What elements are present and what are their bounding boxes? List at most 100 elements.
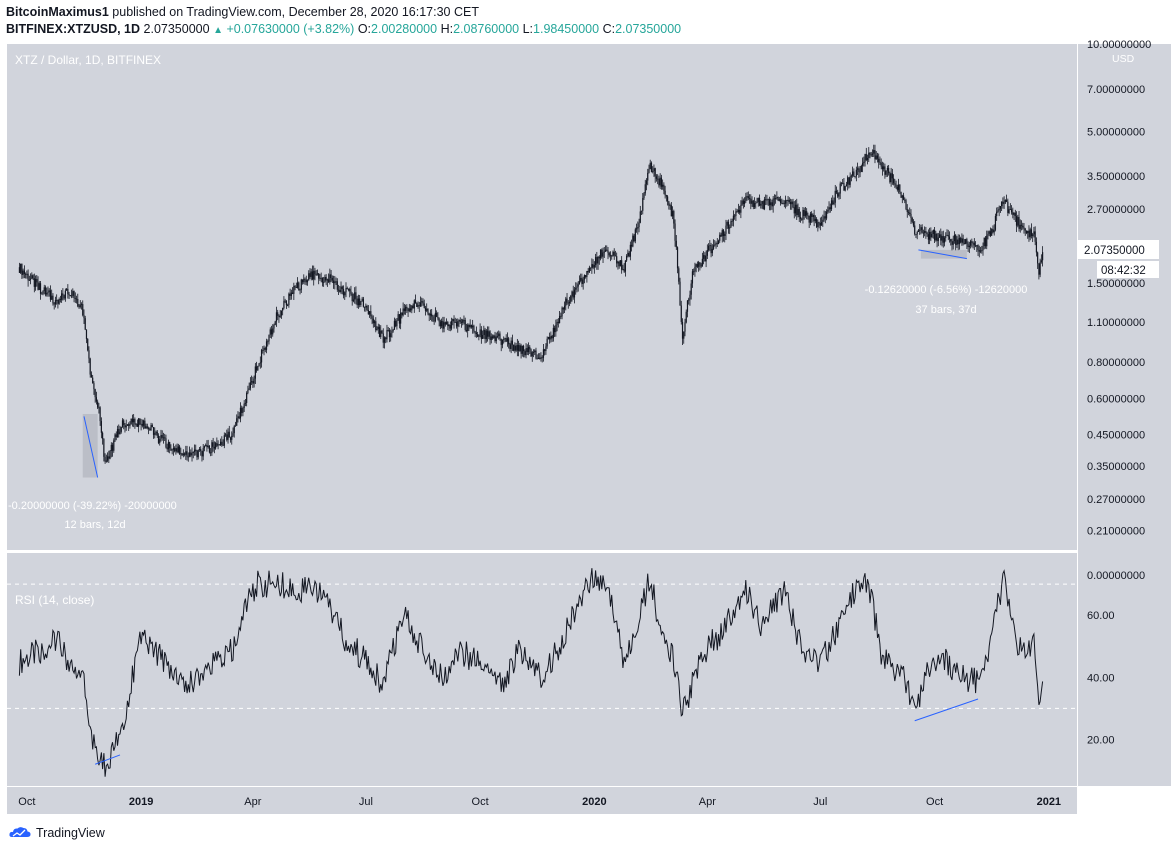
candle-body	[527, 346, 530, 353]
candle-body	[943, 237, 946, 243]
candle-body	[670, 205, 672, 217]
candle-body	[167, 442, 170, 450]
candle-body	[784, 200, 787, 204]
price-pane-background[interactable]	[7, 44, 1077, 550]
candle-body	[347, 289, 350, 290]
author-name[interactable]: BitcoinMaximus1	[6, 5, 109, 19]
candle-body	[875, 155, 877, 160]
last-value: 2.07350000	[143, 22, 210, 36]
candle-body	[942, 236, 944, 243]
candle-body	[73, 291, 75, 298]
candle-body	[616, 256, 618, 264]
candle-body	[878, 158, 880, 163]
tradingview-logo[interactable]: TradingView	[8, 825, 105, 841]
candle-body	[223, 435, 225, 446]
candle-body	[175, 448, 177, 452]
candle-body	[629, 244, 631, 257]
candle-body	[121, 420, 124, 427]
candle-body	[712, 245, 715, 249]
candle-body	[541, 357, 543, 359]
candle-body	[22, 270, 24, 275]
candle-body	[57, 300, 59, 304]
candle-body	[478, 334, 480, 337]
candle-body	[251, 381, 253, 383]
candle-body	[67, 288, 69, 295]
candle-body	[787, 199, 789, 201]
candle-body	[706, 250, 708, 256]
candle-body	[551, 336, 553, 339]
candle-body	[1020, 224, 1023, 226]
candle-body	[870, 154, 872, 156]
candle-body	[581, 277, 583, 284]
candle-body	[568, 301, 571, 304]
candle-body	[996, 211, 998, 217]
candle-body	[635, 228, 638, 230]
currency-label: USD	[1112, 53, 1135, 65]
candle-body	[992, 229, 994, 233]
candle-body	[260, 350, 263, 363]
candle-body	[906, 209, 908, 213]
candle-body	[364, 306, 366, 308]
candle-body	[367, 309, 369, 315]
candle-body	[1024, 228, 1026, 231]
candle-body	[308, 273, 310, 281]
candle-body	[562, 307, 564, 310]
candle-body	[556, 321, 558, 326]
candle-body	[880, 162, 882, 167]
candle-body	[736, 211, 738, 213]
time-tick-label: 2020	[582, 796, 606, 808]
candle-body	[227, 431, 229, 440]
candle-body	[776, 197, 778, 199]
candle-body	[1038, 263, 1040, 275]
candle-body	[520, 345, 522, 354]
candle-body	[604, 249, 607, 252]
candle-body	[136, 423, 138, 427]
candle-body	[747, 196, 749, 199]
candle-body	[458, 320, 460, 322]
candle-body	[628, 252, 630, 257]
candle-body	[436, 312, 438, 317]
price-tick-label: 1.10000000	[1087, 317, 1145, 329]
candle-body	[41, 293, 43, 295]
candle-body	[648, 169, 650, 173]
candle-body	[935, 233, 937, 241]
candle-body	[897, 184, 900, 190]
candle-body	[1004, 199, 1006, 203]
candle-body	[21, 263, 23, 275]
candle-body	[135, 423, 137, 425]
candle-body	[951, 241, 953, 245]
candle-body	[467, 324, 469, 331]
candle-body	[269, 329, 271, 335]
candle-body	[500, 339, 502, 345]
price-axis-background	[1077, 44, 1171, 786]
candle-body	[874, 150, 876, 160]
candle-body	[288, 293, 290, 306]
time-tick-label: Jul	[813, 796, 827, 808]
candle-body	[910, 214, 912, 218]
candle-body	[796, 204, 798, 216]
candle-body	[116, 429, 119, 438]
candle-body	[130, 418, 132, 424]
candle-body	[893, 178, 895, 184]
candle-body	[639, 211, 641, 223]
candle-body	[185, 451, 187, 455]
candle-body	[300, 279, 302, 290]
candle-body	[802, 209, 804, 220]
candle-body	[449, 325, 451, 329]
time-tick-label: Oct	[472, 796, 489, 808]
candle-body	[700, 264, 702, 267]
candle-body	[783, 202, 785, 204]
candle-body	[1010, 209, 1013, 213]
candle-body	[87, 338, 89, 351]
rsi-pane-background[interactable]	[7, 553, 1077, 786]
candle-body	[166, 447, 168, 450]
trendline-2020-price	[918, 249, 967, 260]
candle-body	[48, 290, 50, 293]
candle-body	[1001, 201, 1003, 206]
candle-body	[272, 328, 274, 335]
candle-body	[612, 251, 614, 257]
candle-body	[806, 211, 808, 216]
candle-body	[156, 431, 158, 436]
countdown-label: 08:42:32	[1101, 265, 1146, 277]
